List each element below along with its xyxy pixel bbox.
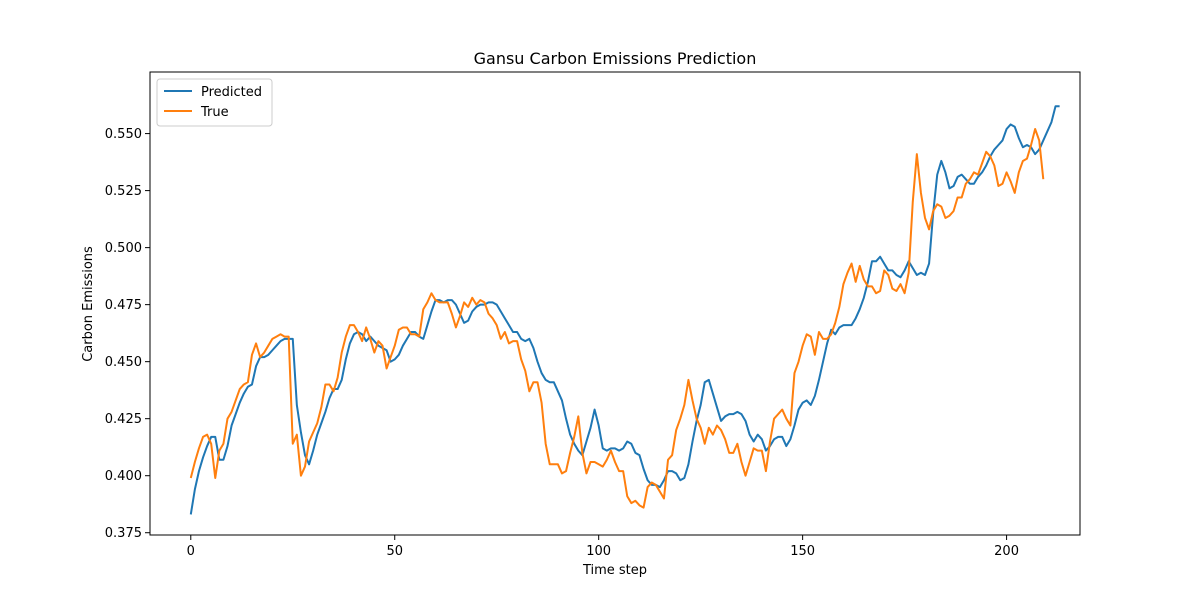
x-axis-title: Time step bbox=[582, 563, 647, 578]
y-tick-label: 0.400 bbox=[105, 469, 142, 484]
x-tick-label: 200 bbox=[994, 544, 1019, 559]
x-tick-label: 100 bbox=[586, 544, 611, 559]
y-axis-title: Carbon Emissions bbox=[81, 246, 96, 362]
plot-frame bbox=[149, 71, 1081, 536]
y-tick-label: 0.450 bbox=[105, 355, 142, 370]
y-tick-label: 0.475 bbox=[105, 298, 142, 313]
plot-area bbox=[150, 72, 1080, 535]
legend-label-predicted: Predicted bbox=[201, 85, 262, 100]
y-tick-label: 0.550 bbox=[105, 127, 142, 142]
series-line-true bbox=[189, 128, 1045, 509]
series-layer bbox=[189, 105, 1060, 515]
y-tick-label: 0.375 bbox=[105, 526, 142, 541]
legend-label-true: True bbox=[200, 105, 229, 120]
chart-title: Gansu Carbon Emissions Prediction bbox=[474, 49, 757, 68]
x-axis-ticks: 0 50 100 150 200 bbox=[187, 535, 1019, 559]
series-line-predicted bbox=[189, 105, 1060, 515]
y-axis-ticks: 0.375 0.400 0.425 0.450 0.475 0.500 0.525 0.550 bbox=[105, 127, 150, 541]
x-tick-label: 50 bbox=[386, 544, 403, 559]
x-tick-label: 0 bbox=[187, 544, 195, 559]
y-tick-label: 0.525 bbox=[105, 184, 142, 199]
y-tick-label: 0.500 bbox=[105, 241, 142, 256]
legend: Predicted True bbox=[156, 78, 273, 127]
x-tick-label: 150 bbox=[790, 544, 815, 559]
y-tick-label: 0.425 bbox=[105, 412, 142, 427]
